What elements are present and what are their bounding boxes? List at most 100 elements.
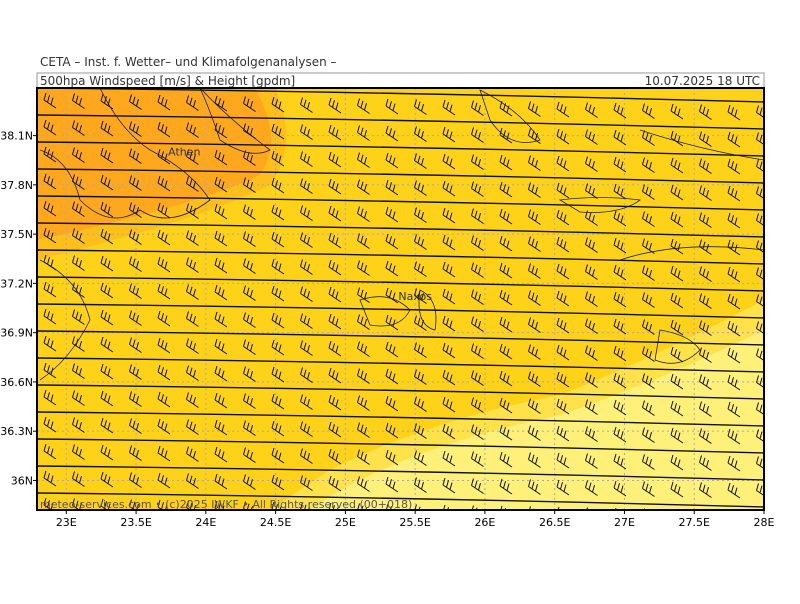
barb	[414, 207, 427, 223]
barb	[100, 174, 114, 191]
barb	[328, 97, 342, 114]
barb	[414, 288, 427, 304]
barb	[642, 292, 655, 308]
barb	[129, 472, 142, 488]
lat-label: 36.6N	[0, 376, 33, 389]
barb	[528, 155, 541, 171]
barb	[499, 181, 513, 198]
barb	[243, 312, 256, 328]
barb	[328, 394, 342, 411]
contour	[37, 547, 764, 561]
barb	[328, 448, 342, 465]
barb	[528, 452, 541, 468]
barb	[414, 477, 427, 493]
barb	[300, 286, 313, 302]
barb	[585, 426, 598, 442]
barb	[443, 504, 453, 510]
barb	[43, 173, 57, 190]
barb	[471, 127, 484, 143]
lon-label: 28E	[754, 516, 775, 529]
barb	[499, 397, 513, 414]
barb	[43, 335, 57, 352]
barb	[699, 428, 712, 444]
barb	[129, 445, 142, 461]
barb	[214, 473, 228, 490]
barb	[414, 396, 427, 412]
barb	[499, 127, 513, 144]
lon-label: 27.5E	[679, 516, 710, 529]
barb	[613, 453, 627, 470]
barb	[556, 344, 570, 361]
barb	[528, 371, 541, 387]
barb	[157, 148, 171, 165]
barb	[43, 227, 57, 244]
barb	[556, 479, 570, 496]
barb	[499, 289, 513, 306]
barb	[43, 308, 57, 325]
barb	[100, 255, 114, 272]
barb	[271, 366, 285, 383]
barb	[499, 235, 513, 252]
barb	[528, 398, 541, 414]
barb	[442, 342, 456, 359]
barb	[157, 175, 171, 192]
barb	[613, 237, 627, 254]
lat-label: 37.8N	[0, 179, 33, 192]
barb	[642, 481, 655, 497]
barb	[670, 346, 684, 363]
barb	[499, 370, 513, 387]
barb	[243, 123, 256, 139]
barb	[756, 159, 764, 173]
barb	[756, 348, 764, 362]
barb	[157, 472, 171, 489]
barb	[613, 210, 627, 227]
barb	[385, 179, 399, 196]
barb	[670, 481, 684, 498]
barb	[43, 389, 57, 406]
barb	[300, 421, 313, 437]
barb	[129, 364, 142, 380]
barb	[72, 255, 85, 271]
footer: meteo-services.com • (c)2025 IWKF • All …	[40, 498, 412, 511]
barb	[357, 476, 370, 492]
barb	[414, 261, 427, 277]
barb	[471, 397, 484, 413]
barb	[642, 346, 655, 362]
lon-label: 23.5E	[120, 516, 151, 529]
contour	[37, 276, 764, 292]
barb	[613, 345, 627, 362]
barb	[642, 157, 655, 173]
barb	[186, 257, 199, 273]
barb	[499, 316, 513, 333]
barb	[72, 336, 85, 352]
barb	[499, 451, 513, 468]
barb	[556, 182, 570, 199]
barb	[556, 209, 570, 226]
barb	[271, 501, 282, 510]
barb	[556, 371, 570, 388]
barb	[357, 287, 370, 303]
barb	[214, 149, 228, 166]
barb	[585, 264, 598, 280]
barb	[585, 237, 598, 253]
barb	[72, 93, 85, 109]
barb	[72, 282, 85, 298]
barb	[100, 417, 114, 434]
barb	[471, 262, 484, 278]
barb	[214, 311, 228, 328]
barb	[385, 98, 399, 115]
barb	[756, 240, 764, 254]
barb	[157, 94, 171, 111]
barb	[214, 203, 228, 220]
contour	[37, 438, 764, 454]
barb	[357, 449, 370, 465]
barb	[756, 321, 764, 335]
barb	[186, 122, 199, 138]
contour	[37, 168, 764, 184]
barb	[100, 498, 111, 510]
barb	[271, 231, 285, 248]
barb	[556, 290, 570, 307]
barb	[528, 101, 541, 117]
barb	[699, 104, 712, 120]
barb	[727, 293, 741, 310]
